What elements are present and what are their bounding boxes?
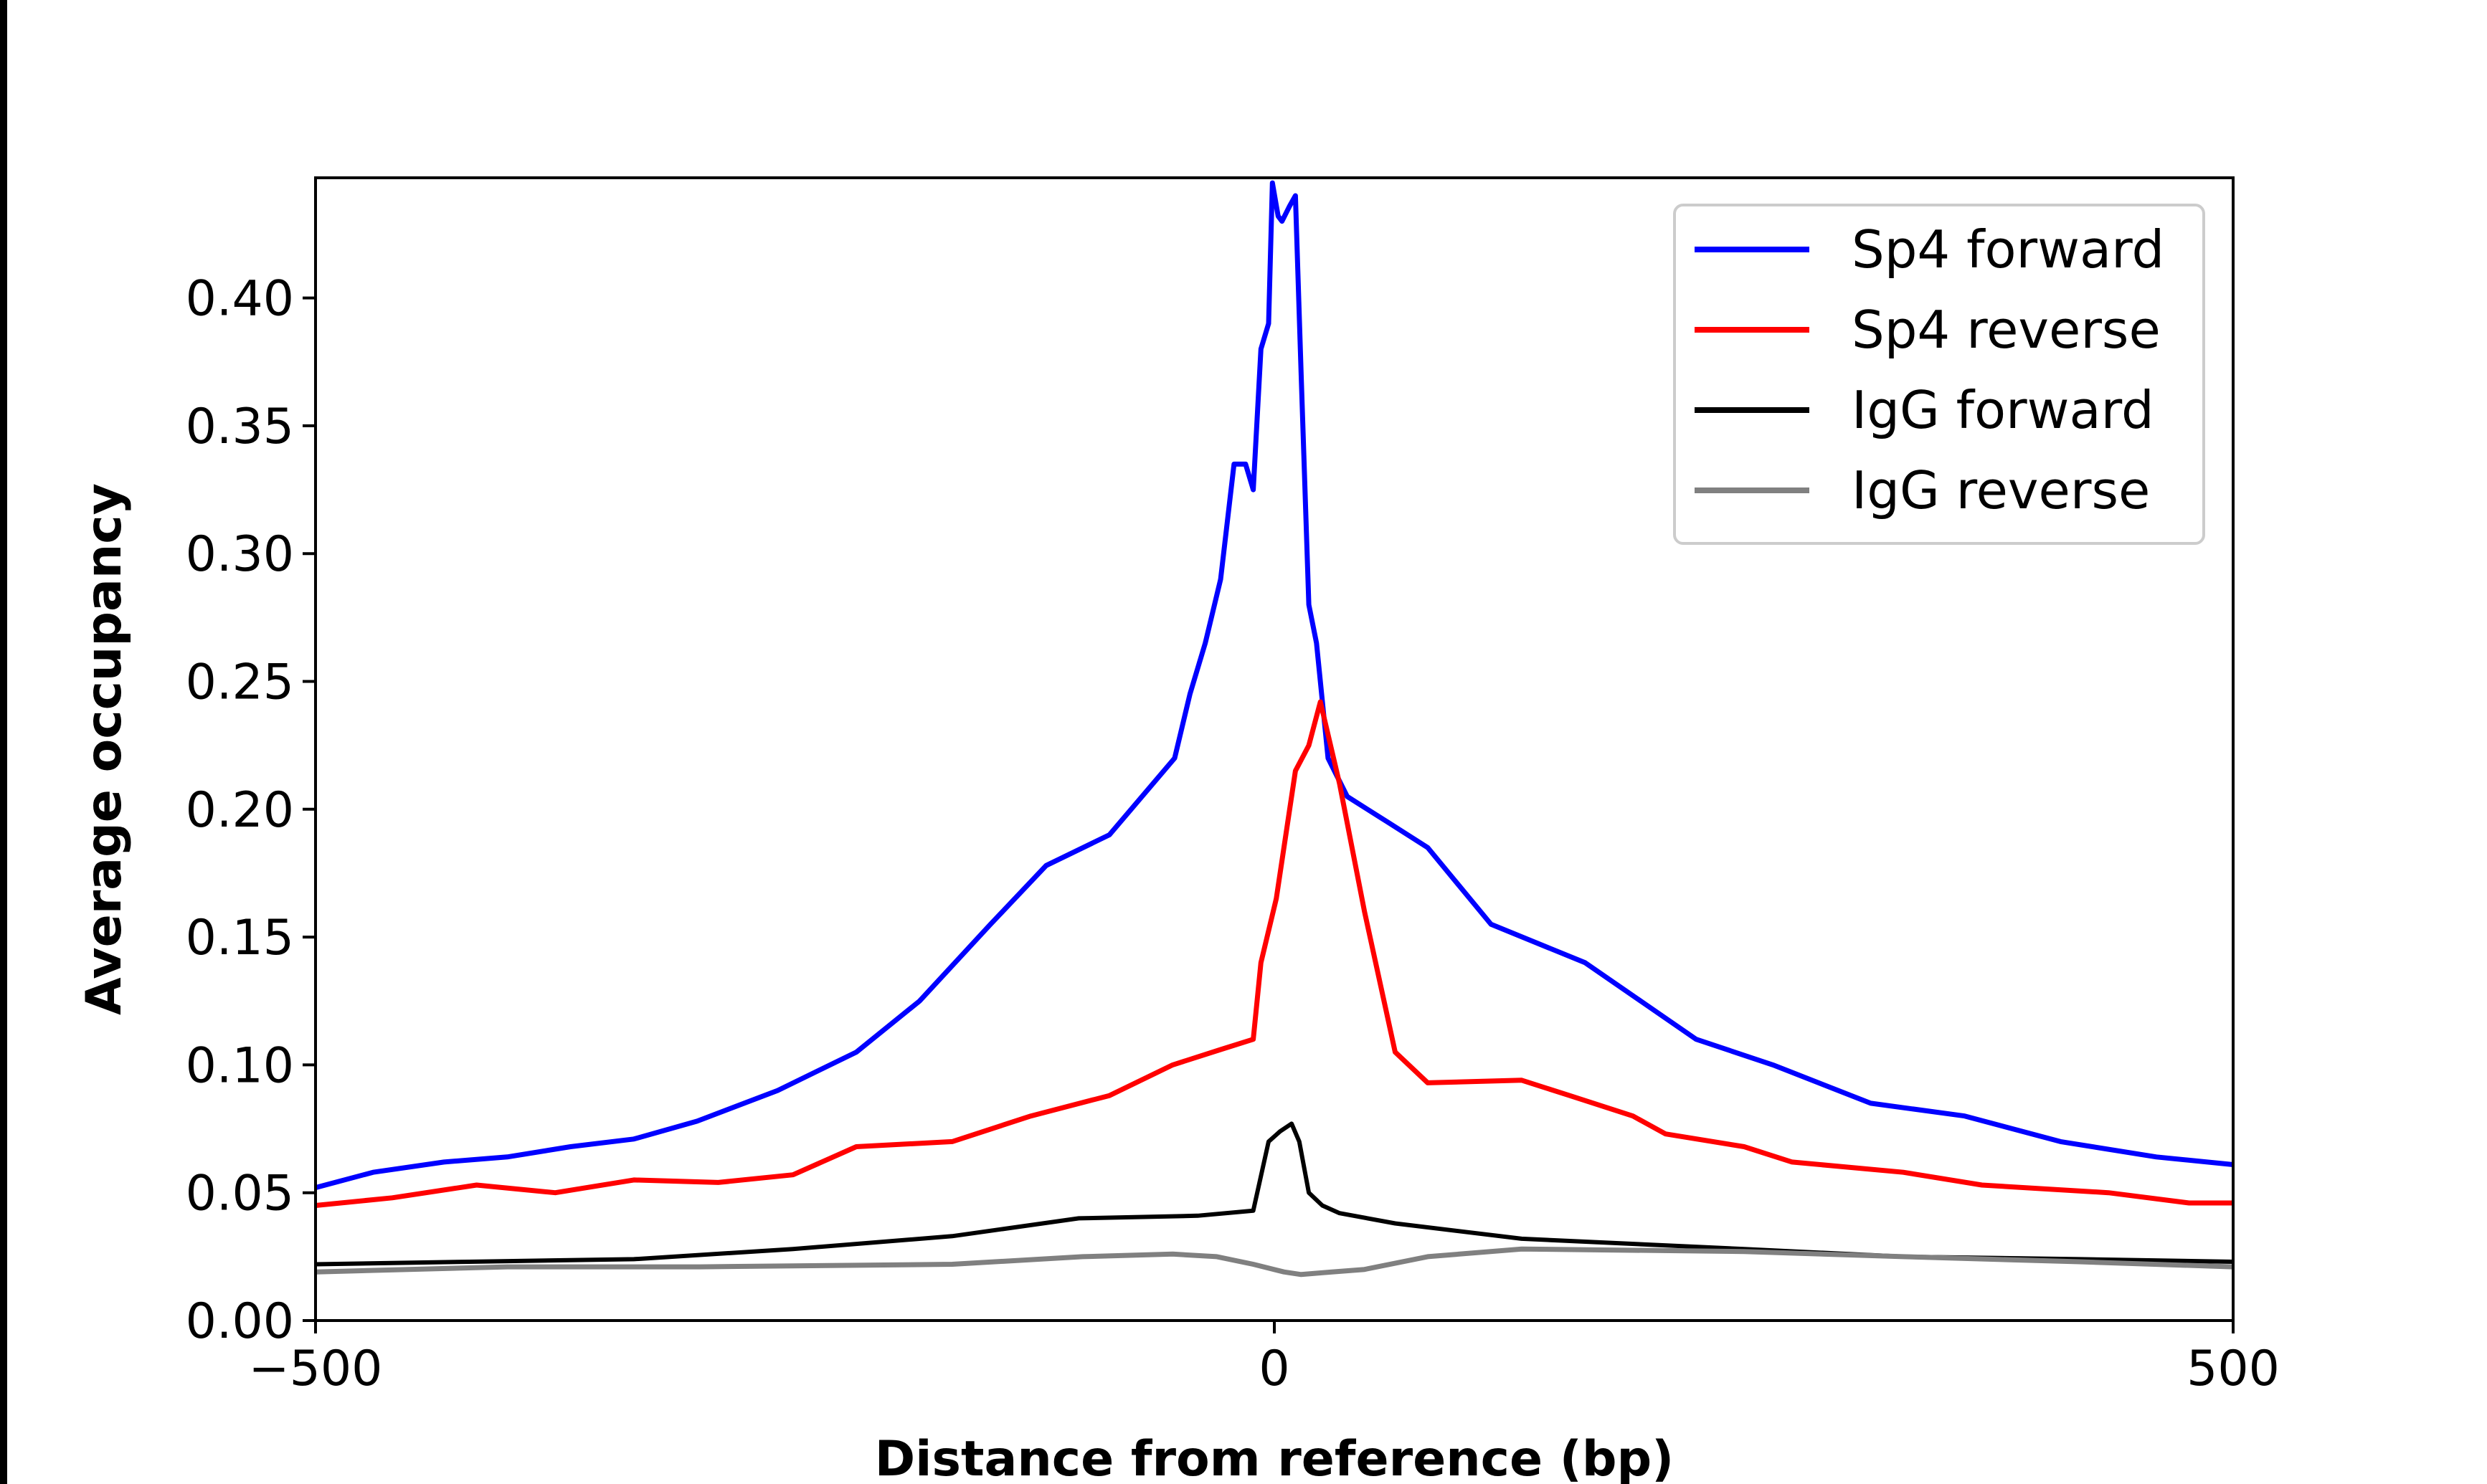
series-line-sp4-reverse xyxy=(315,699,2233,1208)
axis-ticks: −500 0 500 0.00 0.05 0.10 0.15 0.20 0.25 0.30 0.35… xyxy=(186,271,2280,1397)
x-tick-label: 0 xyxy=(1259,1341,1289,1397)
y-tick-label: 0.30 xyxy=(186,526,294,583)
legend-label-igg-reverse: IgG reverse xyxy=(1852,460,2150,520)
series-lines xyxy=(315,180,2234,1278)
legend-label-sp4-reverse: Sp4 reverse xyxy=(1852,300,2161,360)
x-axis-label: Distance from reference (bp) xyxy=(875,1431,1674,1484)
y-tick-label: 0.35 xyxy=(186,399,294,455)
y-tick-label: 0.25 xyxy=(186,655,294,711)
legend-box xyxy=(1673,204,2205,545)
y-tick-label: 0.20 xyxy=(186,782,294,839)
series-line-igg-reverse xyxy=(315,1246,2234,1278)
x-tick-label: 500 xyxy=(2187,1341,2280,1397)
y-tick-label: 0.00 xyxy=(186,1293,294,1350)
y-tick-label: 0.15 xyxy=(186,910,294,966)
y-axis-label: Average occupancy xyxy=(76,483,133,1015)
series-line-sp4-forward xyxy=(315,180,2234,1190)
y-tick-label: 0.10 xyxy=(186,1037,294,1094)
legend-label-igg-forward: IgG forward xyxy=(1852,380,2154,440)
legend-label-sp4-forward: Sp4 forward xyxy=(1852,219,2164,280)
y-tick-label: 0.40 xyxy=(186,271,294,328)
left-border xyxy=(0,0,7,1484)
y-tick-label: 0.05 xyxy=(186,1166,294,1222)
series-line-igg-forward xyxy=(315,1121,2234,1267)
legend: Sp4 forward Sp4 reverse IgG forward IgG rev… xyxy=(1673,204,2205,545)
x-tick-label: −500 xyxy=(249,1341,383,1397)
